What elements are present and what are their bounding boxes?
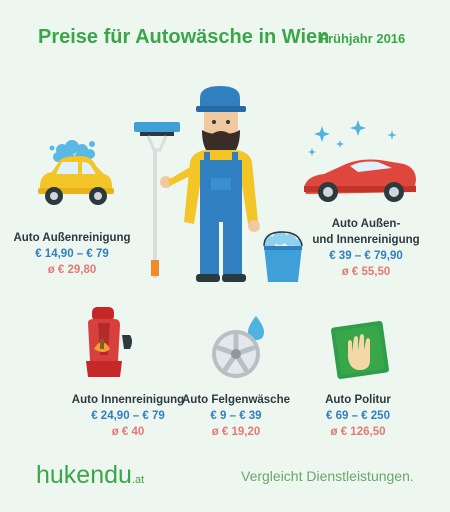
brand-logo[interactable]: hukendu.at [36,461,144,490]
brand-tld: .at [131,474,145,486]
foam-bucket-icon [263,231,303,282]
price-range: € 69 – € 250 [326,410,390,422]
service-name: Auto Außenreinigung [13,232,131,244]
price-range: € 39 – € 79,90 [329,250,403,262]
wheel-rim-icon [212,316,264,378]
car-seat-icon [86,307,132,377]
price-range: € 14,90 – € 79 [35,248,109,260]
service-name-line2: und Innenreinigung [312,234,420,246]
price-range: € 9 – € 39 [210,410,262,422]
small-yellow-car-with-foam-icon [38,140,114,205]
service-exterior-interior-cleaning: Auto Außen- und Innenreinigung € 39 – € … [296,216,436,280]
price-range: € 24,90 – € 79 [91,410,165,422]
service-rim-cleaning: Auto Felgenwäsche € 9 – € 39 ø € 19,20 [166,392,306,440]
worker-with-brush-icon [134,86,260,282]
page-title: Preise für Autowäsche in Wien [38,26,330,48]
service-name: Auto Felgenwäsche [182,394,290,406]
page-subtitle: Frühjahr 2016 [320,31,406,46]
price-average: ø € 40 [111,426,145,438]
service-exterior-cleaning: Auto Außenreinigung € 14,90 – € 79 ø € 2… [2,230,142,278]
brand-tagline: Vergleicht Dienstleistungen. [241,468,414,484]
service-name: Auto Politur [325,394,391,406]
service-name: Auto Innenreinigung [71,394,185,406]
price-average: ø € 126,50 [330,426,386,438]
price-average: ø € 55,50 [341,266,391,278]
service-name-line1: Auto Außen- [331,218,401,230]
brand-name: hukendu [36,461,132,489]
red-sports-car-icon [304,120,416,202]
service-interior-cleaning: Auto Innenreinigung € 24,90 – € 79 ø € 4… [58,392,198,440]
service-polish: Auto Politur € 69 – € 250 ø € 126,50 [288,392,428,440]
polishing-cloth-icon [331,321,389,379]
price-average: ø € 29,80 [47,264,97,276]
price-average: ø € 19,20 [211,426,261,438]
